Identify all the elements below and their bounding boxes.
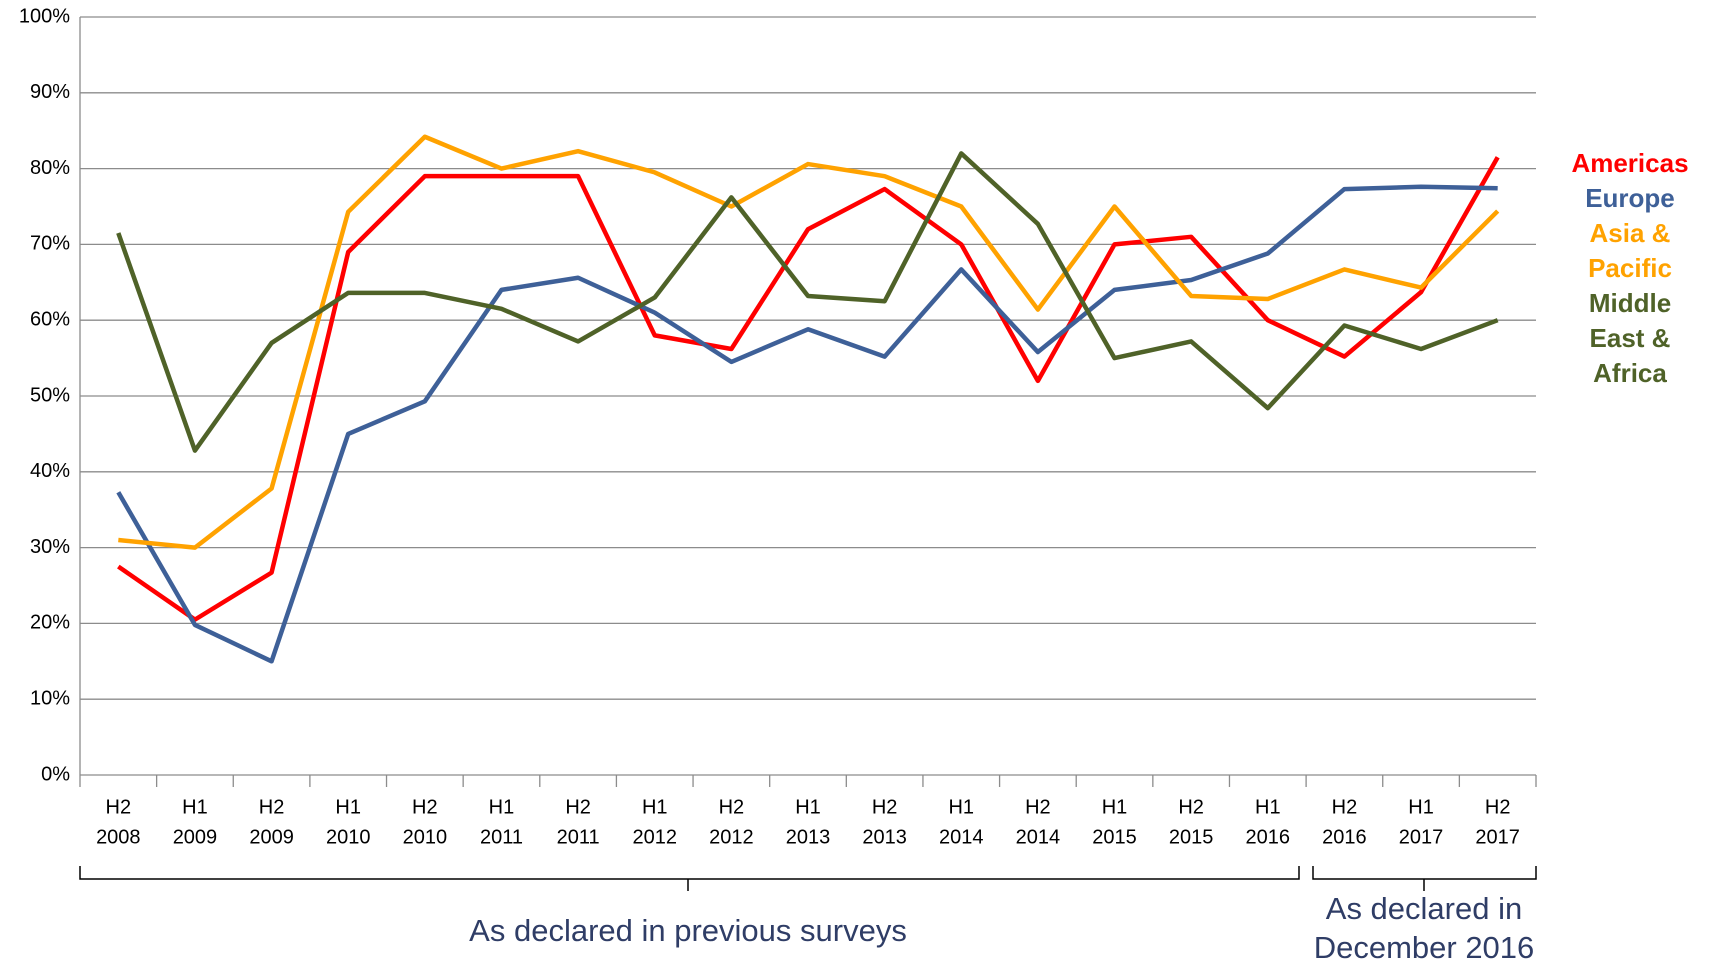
y-tick-label: 10% bbox=[30, 687, 70, 709]
x-tick-label: 2008 bbox=[96, 826, 141, 848]
x-tick-label: H2 bbox=[872, 796, 898, 818]
x-tick-label: 2016 bbox=[1246, 826, 1291, 848]
x-tick-label: 2017 bbox=[1475, 826, 1520, 848]
x-tick-label: 2013 bbox=[862, 826, 907, 848]
x-tick-label: 2011 bbox=[557, 826, 600, 848]
y-tick-label: 0% bbox=[41, 763, 70, 785]
y-tick-label: 40% bbox=[30, 460, 70, 482]
x-tick-label: 2009 bbox=[173, 826, 218, 848]
x-tick-label: 2014 bbox=[1016, 826, 1061, 848]
x-tick-label: 2016 bbox=[1322, 826, 1367, 848]
y-tick-label: 90% bbox=[30, 81, 70, 103]
x-tick-label: H1 bbox=[489, 796, 515, 818]
y-tick-label: 30% bbox=[30, 536, 70, 558]
x-tick-label: H1 bbox=[1255, 796, 1281, 818]
legend-entry: Europe bbox=[1585, 183, 1675, 213]
x-tick-label: H2 bbox=[259, 796, 285, 818]
x-tick-label: H2 bbox=[1178, 796, 1204, 818]
x-tick-label: H2 bbox=[412, 796, 438, 818]
x-tick-label: 2010 bbox=[326, 826, 371, 848]
x-tick-label: H1 bbox=[948, 796, 974, 818]
annotation: As declared in December 2016 bbox=[1313, 891, 1535, 965]
x-tick-label: 2017 bbox=[1399, 826, 1444, 848]
series-line bbox=[118, 134, 1500, 550]
series-line bbox=[116, 151, 1499, 453]
legend-entry: Americas bbox=[1571, 148, 1689, 178]
x-tick-label: 2015 bbox=[1169, 826, 1214, 848]
x-tick-label: 2009 bbox=[249, 826, 294, 848]
series-line bbox=[116, 184, 1498, 664]
y-tick-label: 70% bbox=[30, 233, 70, 255]
x-tick-label: H1 bbox=[1408, 796, 1434, 818]
bracket bbox=[1312, 866, 1537, 891]
legend: Americas Europe Asia & Pacific Middle East … bbox=[1520, 146, 1725, 391]
x-tick-label: H1 bbox=[642, 796, 668, 818]
y-tick-label: 100% bbox=[19, 5, 70, 27]
x-tick-label: 2012 bbox=[709, 826, 754, 848]
x-tick-label: H1 bbox=[795, 796, 821, 818]
x-tick-label: H2 bbox=[565, 796, 591, 818]
x-tick-label: 2010 bbox=[403, 826, 448, 848]
x-tick-label: H1 bbox=[1102, 796, 1128, 818]
y-tick-label: 20% bbox=[30, 612, 70, 634]
legend-entry: Middle East & Africa bbox=[1588, 288, 1672, 388]
x-tick-label: H1 bbox=[182, 796, 208, 818]
x-tick-label: H2 bbox=[1025, 796, 1051, 818]
y-tick-label: 50% bbox=[30, 384, 70, 406]
x-tick-label: H1 bbox=[335, 796, 361, 818]
x-tick-label: H2 bbox=[1485, 796, 1511, 818]
bracket bbox=[79, 866, 1300, 891]
y-tick-label: 60% bbox=[30, 308, 70, 330]
x-tick-label: H2 bbox=[106, 796, 132, 818]
x-tick-label: 2014 bbox=[939, 826, 984, 848]
y-tick-label: 80% bbox=[30, 157, 70, 179]
x-tick-label: 2011 bbox=[480, 826, 523, 848]
x-tick-label: 2013 bbox=[786, 826, 831, 848]
x-tick-label: 2012 bbox=[632, 826, 677, 848]
series-line bbox=[117, 156, 1500, 622]
x-tick-label: H2 bbox=[1332, 796, 1358, 818]
x-tick-label: H2 bbox=[719, 796, 745, 818]
x-tick-label: 2015 bbox=[1092, 826, 1137, 848]
legend-entry: Asia & Pacific bbox=[1588, 218, 1672, 283]
annotation: As declared in previous surveys bbox=[469, 913, 907, 948]
